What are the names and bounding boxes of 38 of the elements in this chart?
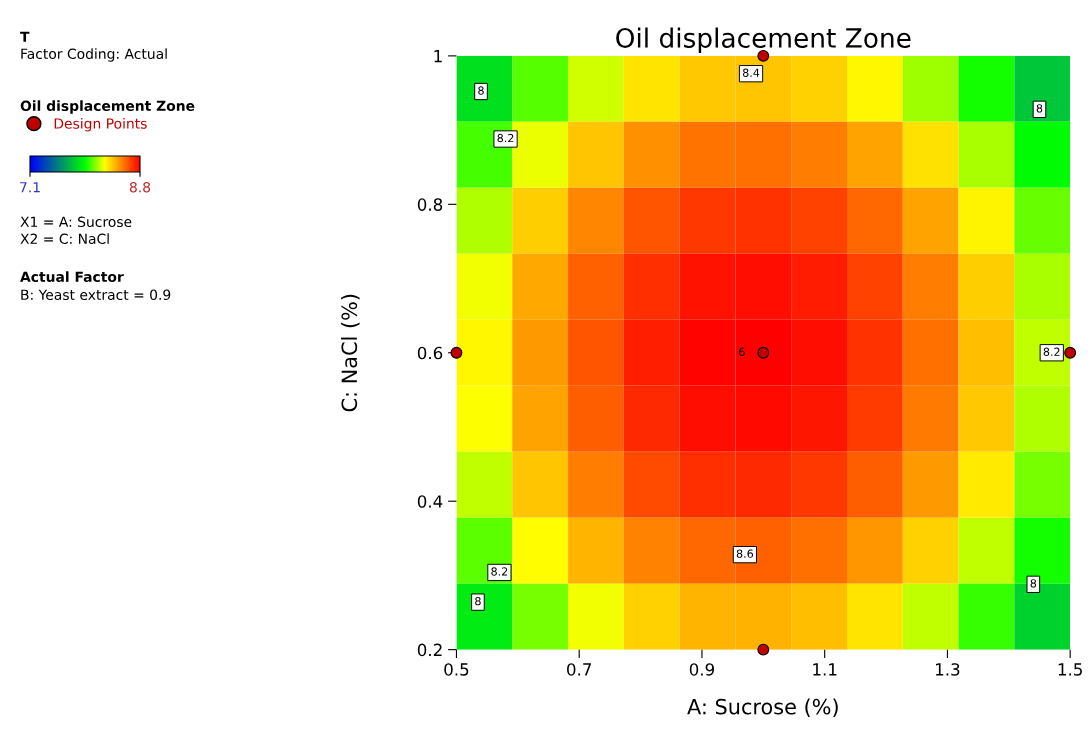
annotation: 8.4	[742, 68, 760, 77]
text: X1 = A: Sucrose	[20, 216, 132, 228]
text: Factor Coding: Actual	[21, 48, 167, 62]
annotation: 8.2	[491, 567, 508, 576]
annotation: 8	[478, 86, 484, 95]
text: T	[20, 31, 30, 42]
legend-title: Oil displacement Zone	[20, 100, 195, 114]
annotation: 8.2	[1043, 347, 1060, 356]
x-axis-title: A: Sucrose (%)	[687, 698, 838, 717]
y-tick-label: 0.6	[417, 346, 443, 360]
annotation: 6	[739, 347, 745, 356]
annotation: 8.2	[497, 133, 514, 143]
y-tick-label: 1	[434, 50, 442, 63]
annotation: 8.6	[736, 549, 754, 558]
x-tick-label: 1.3	[936, 663, 960, 676]
x-tick-label: 1.1	[813, 663, 837, 676]
point	[757, 643, 770, 656]
annotation: 8	[1030, 579, 1037, 588]
x-tick-label: 0.7	[567, 663, 592, 676]
color-bar-label: 7.1	[20, 182, 40, 193]
text: Actual Factor	[20, 271, 124, 283]
y-tick-label: 0.2	[417, 643, 442, 657]
text: X2 = C: NaCl	[20, 233, 109, 245]
annotation: 8	[1036, 104, 1043, 113]
annotation: 8	[475, 596, 481, 606]
legend-label: Design Points	[54, 118, 147, 132]
x-tick-label: 0.9	[689, 663, 715, 676]
point	[450, 346, 463, 359]
point	[1064, 346, 1077, 359]
point	[757, 346, 770, 359]
x-tick-label: 0.5	[444, 663, 469, 676]
text: B: Yeast extract = 0.9	[21, 289, 171, 301]
x-tick-label: 1.5	[1058, 663, 1082, 676]
y-tick-label: 0.4	[417, 495, 443, 508]
color-bar-label: 8.8	[129, 181, 151, 193]
y-tick-label: 0.8	[417, 198, 443, 211]
chart-title: Oil displacement Zone	[616, 27, 911, 54]
y-axis-title: C: NaCl (%)	[341, 294, 360, 412]
